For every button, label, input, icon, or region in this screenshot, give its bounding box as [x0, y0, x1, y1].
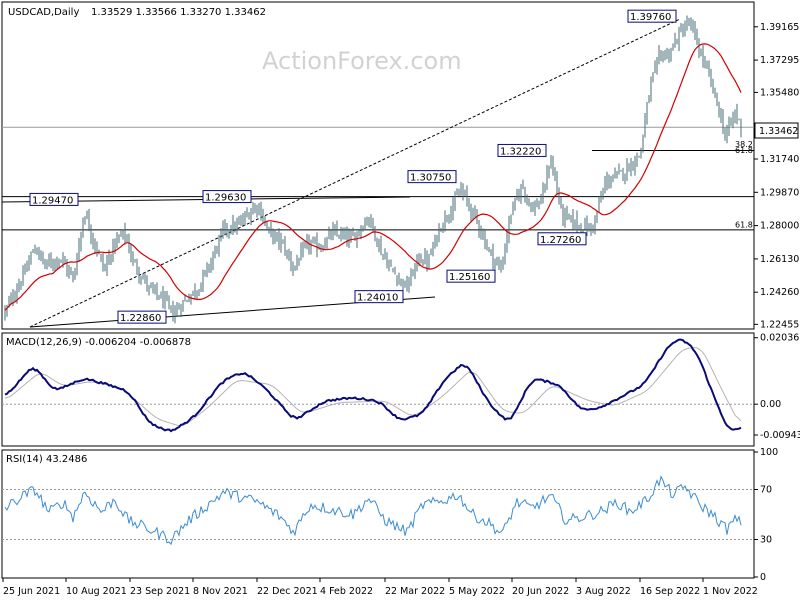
time-tick-label: 10 Aug 2021 [66, 586, 127, 597]
svg-text:1.27260: 1.27260 [540, 235, 581, 246]
svg-text:1.24010: 1.24010 [357, 293, 398, 304]
price-label: 1.29630 [202, 190, 252, 204]
price-tick-label: 1.31740 [760, 154, 799, 165]
fib-label: 61.8 [735, 220, 753, 229]
time-tick-label: 22 Mar 2022 [385, 586, 445, 597]
price-panel-frame [1, 1, 755, 330]
price-label: 1.25160 [446, 269, 496, 283]
fib-label: 61.8 [735, 146, 753, 155]
rsi-tick-label: 100 [760, 447, 778, 458]
rsi-line [4, 475, 742, 546]
time-tick-label: 4 Feb 2022 [320, 586, 373, 597]
price-tick-label: 1.26130 [760, 254, 799, 265]
time-tick-label: 5 May 2022 [449, 586, 505, 597]
rsi-axis: 100 70 30 0 [754, 447, 778, 583]
macd-tick-label: -0.009438 [760, 430, 800, 441]
price-tick-label: 1.37295 [760, 55, 799, 66]
time-tick-label: 3 Aug 2022 [576, 586, 631, 597]
price-tick-label: 1.29870 [760, 187, 799, 198]
candles [4, 15, 742, 324]
price-tick-label: 1.24260 [760, 287, 799, 298]
price-tick-label: 1.22455 [760, 319, 799, 330]
price-tick-label: 1.39165 [760, 22, 799, 33]
svg-text:1.32220: 1.32220 [500, 146, 541, 157]
price-tick-label: 1.28000 [760, 221, 799, 232]
rsi-panel-frame [1, 449, 755, 579]
time-tick-label: 1 Nov 2022 [703, 586, 758, 597]
macd-axis: 0.02036 0.00 -0.009438 [754, 333, 800, 441]
macd-main-line [4, 338, 742, 433]
fib-labels: 38.261.861.8 [735, 140, 753, 229]
svg-text:1.29470: 1.29470 [32, 195, 73, 206]
price-axis: 1.39165 1.37295 1.35480 1.31740 1.29870 1.280… [754, 22, 799, 330]
price-label: 1.30750 [407, 170, 457, 184]
time-tick-label: 25 Jun 2021 [3, 586, 60, 597]
symbol-label: USDCAD,Daily [8, 7, 79, 18]
time-tick-label: 20 Jun 2022 [512, 586, 569, 597]
current-price-label: 1.33462 [759, 126, 798, 137]
price-label: 1.32220 [497, 143, 547, 157]
moving-average-line [4, 43, 742, 311]
rsi-tick-label: 30 [760, 535, 772, 546]
macd-tick-label: 0.00 [760, 399, 781, 410]
svg-text:1.29630: 1.29630 [205, 193, 246, 204]
price-labels: 1.39760 1.32220 1.30750 1.29630 1.29470 1.272… [29, 9, 677, 324]
macd-panel-frame [1, 332, 755, 447]
time-tick-label: 23 Sep 2021 [130, 586, 190, 597]
macd-title: MACD(12,26,9) -0.006204 -0.006878 [6, 337, 191, 348]
rsi-tick-label: 70 [760, 485, 772, 496]
svg-text:1.39760: 1.39760 [630, 12, 671, 23]
price-label: 1.27260 [537, 232, 587, 246]
time-tick-label: 22 Dec 2021 [257, 586, 318, 597]
rsi-lines [2, 475, 754, 546]
time-tick-label: 16 Sep 2022 [640, 586, 700, 597]
price-label: 1.24010 [354, 290, 404, 304]
svg-text:1.25160: 1.25160 [449, 272, 490, 283]
ohlc-label: 1.33529 1.33566 1.33270 1.33462 [91, 7, 266, 18]
svg-text:1.22860: 1.22860 [120, 313, 161, 324]
price-label: 1.39760 [627, 9, 677, 23]
macd-lines [2, 338, 754, 433]
price-label: 1.29470 [29, 192, 79, 206]
time-tick-label: 8 Nov 2021 [193, 586, 248, 597]
time-axis: 25 Jun 2021 10 Aug 2021 23 Sep 2021 8 Nov 2… [2, 578, 758, 597]
svg-text:1.30750: 1.30750 [410, 173, 451, 184]
current-price-box [754, 122, 799, 139]
price-label: 1.22860 [117, 310, 167, 324]
rsi-tick-label: 0 [760, 572, 766, 583]
price-tick-label: 1.35480 [760, 87, 799, 98]
rsi-title: RSI(14) 43.2486 [6, 454, 87, 465]
macd-tick-label: 0.02036 [760, 333, 799, 344]
fib-label: 38.2 [735, 140, 753, 149]
watermark: ActionForex.com [262, 47, 462, 75]
